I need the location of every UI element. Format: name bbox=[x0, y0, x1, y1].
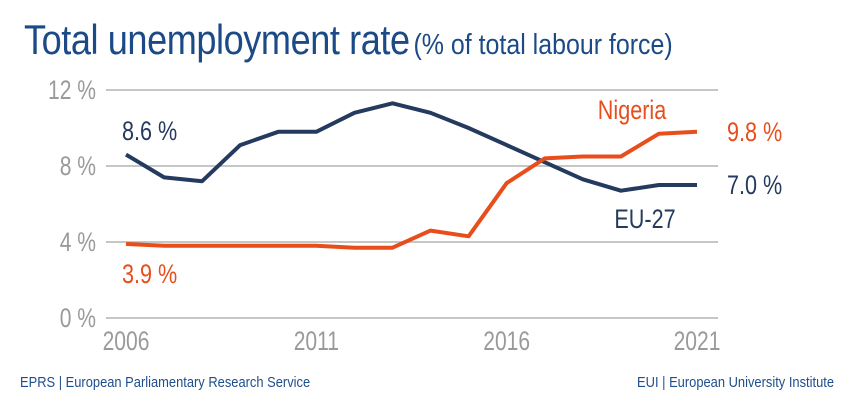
x-tick-label: 2021 bbox=[674, 327, 721, 357]
y-axis-ticks: 0 % 4 % 8 % 12 % bbox=[48, 76, 96, 334]
y-tick-label: 8 % bbox=[60, 152, 96, 182]
gridlines bbox=[106, 89, 718, 319]
x-tick-label: 2006 bbox=[103, 327, 150, 357]
title-subtitle: (% of total labour force) bbox=[413, 29, 673, 61]
source-right: EUI | European University Institute bbox=[637, 374, 834, 391]
x-tick-label: 2016 bbox=[483, 327, 530, 357]
end-value-label-eu-27: 7.0 % bbox=[727, 171, 782, 201]
y-tick-label: 12 % bbox=[48, 76, 96, 106]
series-name-label-eu-27: EU-27 bbox=[614, 205, 675, 235]
source-left: EPRS | European Parliamentary Research S… bbox=[20, 374, 311, 391]
start-value-label-eu-27: 8.6 % bbox=[122, 117, 177, 147]
series-line-eu-27 bbox=[124, 101, 697, 193]
end-value-label-nigeria: 9.8 % bbox=[727, 118, 782, 148]
series-labels: 8.6 % 7.0 % EU-27 3.9 % 9.8 % Nigeria bbox=[122, 96, 782, 290]
start-value-label-nigeria: 3.9 % bbox=[122, 260, 177, 290]
series-lines bbox=[124, 101, 698, 250]
y-tick-label: 0 % bbox=[60, 304, 96, 334]
series-line-nigeria bbox=[125, 129, 698, 250]
y-tick-label: 4 % bbox=[60, 228, 96, 258]
title-main: Total unemployment rate bbox=[24, 16, 410, 63]
series-name-label-nigeria: Nigeria bbox=[598, 96, 667, 126]
chart-title: Total unemployment rate (% of total labo… bbox=[24, 16, 673, 64]
x-tick-label: 2011 bbox=[294, 327, 339, 357]
x-axis-ticks: 2006 2011 2016 2021 bbox=[103, 327, 721, 357]
